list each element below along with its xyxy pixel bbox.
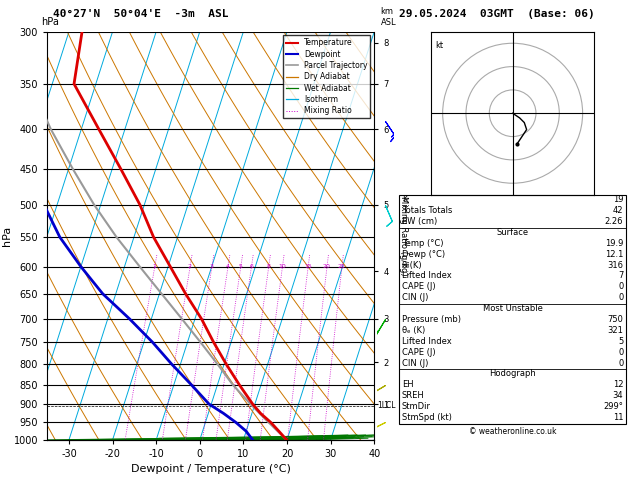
Text: Temp (°C): Temp (°C) [402,239,443,248]
Text: 12: 12 [613,381,623,389]
Text: 321: 321 [608,326,623,335]
Text: 1LCL: 1LCL [377,401,396,411]
Text: 8: 8 [267,264,270,269]
Text: Lifted Index: Lifted Index [402,272,452,280]
Text: 10: 10 [278,264,286,269]
Text: 0: 0 [618,282,623,292]
Text: 20: 20 [323,264,331,269]
Text: Pressure (mb): Pressure (mb) [402,315,461,324]
Text: 316: 316 [608,260,623,270]
X-axis label: Dewpoint / Temperature (°C): Dewpoint / Temperature (°C) [131,465,291,474]
Text: Hodograph: Hodograph [489,369,536,379]
Text: Most Unstable: Most Unstable [482,304,543,313]
Text: Mixing Ratio (g/kg): Mixing Ratio (g/kg) [399,196,408,276]
Text: 4: 4 [226,264,230,269]
Text: CIN (J): CIN (J) [402,293,428,302]
Text: EH: EH [402,381,413,389]
Text: 42: 42 [613,206,623,215]
Text: 0: 0 [618,347,623,357]
Text: 0: 0 [618,359,623,367]
Text: 2: 2 [187,264,192,269]
Text: 40°27'N  50°04'E  -3m  ASL: 40°27'N 50°04'E -3m ASL [53,9,229,19]
Text: Surface: Surface [496,228,529,237]
Text: SREH: SREH [402,391,425,400]
Text: 29.05.2024  03GMT  (Base: 06): 29.05.2024 03GMT (Base: 06) [399,9,595,19]
Text: CAPE (J): CAPE (J) [402,282,435,292]
Text: 19.9: 19.9 [605,239,623,248]
Text: Totals Totals: Totals Totals [402,206,452,215]
Text: StmDir: StmDir [402,402,431,411]
Text: θₑ (K): θₑ (K) [402,326,425,335]
Text: 19: 19 [613,195,623,204]
Text: PW (cm): PW (cm) [402,217,437,226]
Text: Dewp (°C): Dewp (°C) [402,250,445,259]
Text: 11: 11 [613,413,623,422]
Text: 34: 34 [613,391,623,400]
Text: 25: 25 [338,264,345,269]
Y-axis label: hPa: hPa [3,226,12,246]
Legend: Temperature, Dewpoint, Parcel Trajectory, Dry Adiabat, Wet Adiabat, Isotherm, Mi: Temperature, Dewpoint, Parcel Trajectory… [283,35,370,118]
Text: 1: 1 [152,264,156,269]
Text: 6: 6 [249,264,253,269]
Text: 7: 7 [618,272,623,280]
Text: hPa: hPa [41,17,58,27]
Text: 5: 5 [238,264,242,269]
Text: 2.26: 2.26 [605,217,623,226]
Text: 12.1: 12.1 [605,250,623,259]
Text: 5: 5 [618,337,623,346]
Text: StmSpd (kt): StmSpd (kt) [402,413,452,422]
Text: 299°: 299° [603,402,623,411]
Text: 3: 3 [209,264,213,269]
Text: θₑ(K): θₑ(K) [402,260,423,270]
Text: CIN (J): CIN (J) [402,359,428,367]
Text: K: K [402,195,408,204]
Text: CAPE (J): CAPE (J) [402,347,435,357]
Text: kt: kt [436,41,444,50]
Text: Lifted Index: Lifted Index [402,337,452,346]
Text: 750: 750 [608,315,623,324]
Text: 0: 0 [618,293,623,302]
Text: 15: 15 [304,264,312,269]
Text: km
ASL: km ASL [381,7,396,27]
Text: © weatheronline.co.uk: © weatheronline.co.uk [469,427,557,436]
